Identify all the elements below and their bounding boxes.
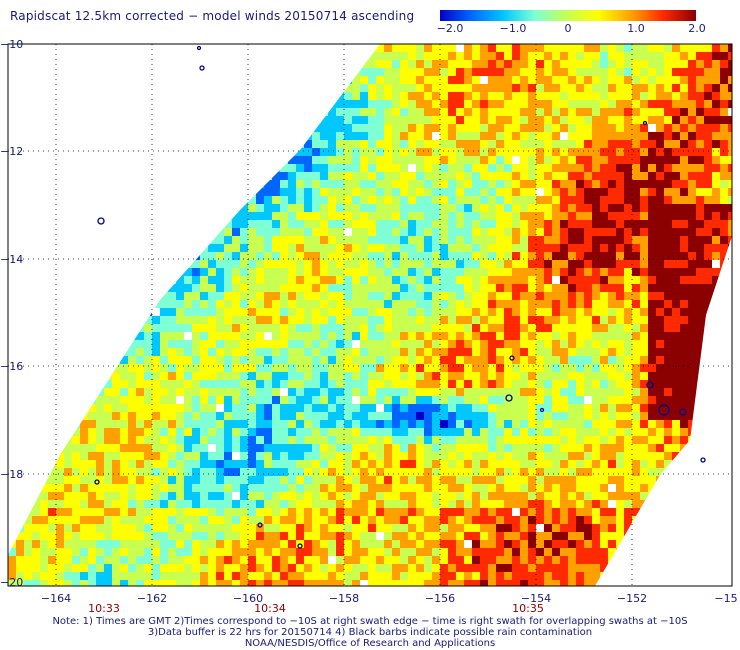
colorbar-tick: −2.0 xyxy=(436,22,464,35)
lon-tick: −154 xyxy=(520,592,552,605)
colorbar-tick: 0 xyxy=(564,22,572,35)
graticule xyxy=(8,44,732,586)
island-outline xyxy=(646,381,654,389)
island-outline xyxy=(97,217,105,225)
lon-tick: −156 xyxy=(424,592,456,605)
island-outline xyxy=(539,407,545,413)
map-border xyxy=(7,43,733,587)
colorbar-tick: 2.0 xyxy=(688,22,706,35)
lat-tick: −18 xyxy=(0,468,24,481)
lat-tick: −16 xyxy=(0,360,24,373)
island-outline xyxy=(658,404,670,416)
colorbar-tick: 1.0 xyxy=(627,22,645,35)
island-outline xyxy=(94,479,100,485)
footnote-line: 3)Data buffer is 22 hrs for 20150714 4) … xyxy=(147,627,593,638)
island-outline xyxy=(509,355,515,361)
island-outline xyxy=(679,408,687,416)
island-outline xyxy=(199,65,205,71)
lon-tick: −152 xyxy=(616,592,648,605)
time-label: 10:33 xyxy=(88,602,120,615)
island-outline xyxy=(257,522,263,528)
island-outline xyxy=(700,457,706,463)
time-label: 10:35 xyxy=(512,602,544,615)
footnote-line: NOAA/NESDIS/Office of Research and Appli… xyxy=(244,638,496,649)
island-outline xyxy=(642,120,648,126)
lat-tick: −20 xyxy=(0,576,24,589)
lat-tick: −10 xyxy=(0,38,24,51)
island-outlines xyxy=(94,45,706,549)
island-outline xyxy=(297,543,303,549)
lon-tick: −162 xyxy=(136,592,168,605)
island-outline xyxy=(505,394,513,402)
lon-tick: −160 xyxy=(232,592,264,605)
colorbar xyxy=(440,10,696,21)
colorbar-tick: −1.0 xyxy=(499,22,527,35)
island-outline xyxy=(196,45,202,51)
lat-tick: −14 xyxy=(0,253,24,266)
lon-tick: −15 xyxy=(714,592,738,605)
lon-tick: −158 xyxy=(328,592,360,605)
lat-tick: −12 xyxy=(0,145,24,158)
time-label: 10:34 xyxy=(254,602,286,615)
map-title: Rapidscat 12.5km corrected − model winds… xyxy=(10,9,415,23)
lon-tick: −164 xyxy=(40,592,72,605)
footnote-line: Note: 1) Times are GMT 2)Times correspon… xyxy=(52,616,688,627)
